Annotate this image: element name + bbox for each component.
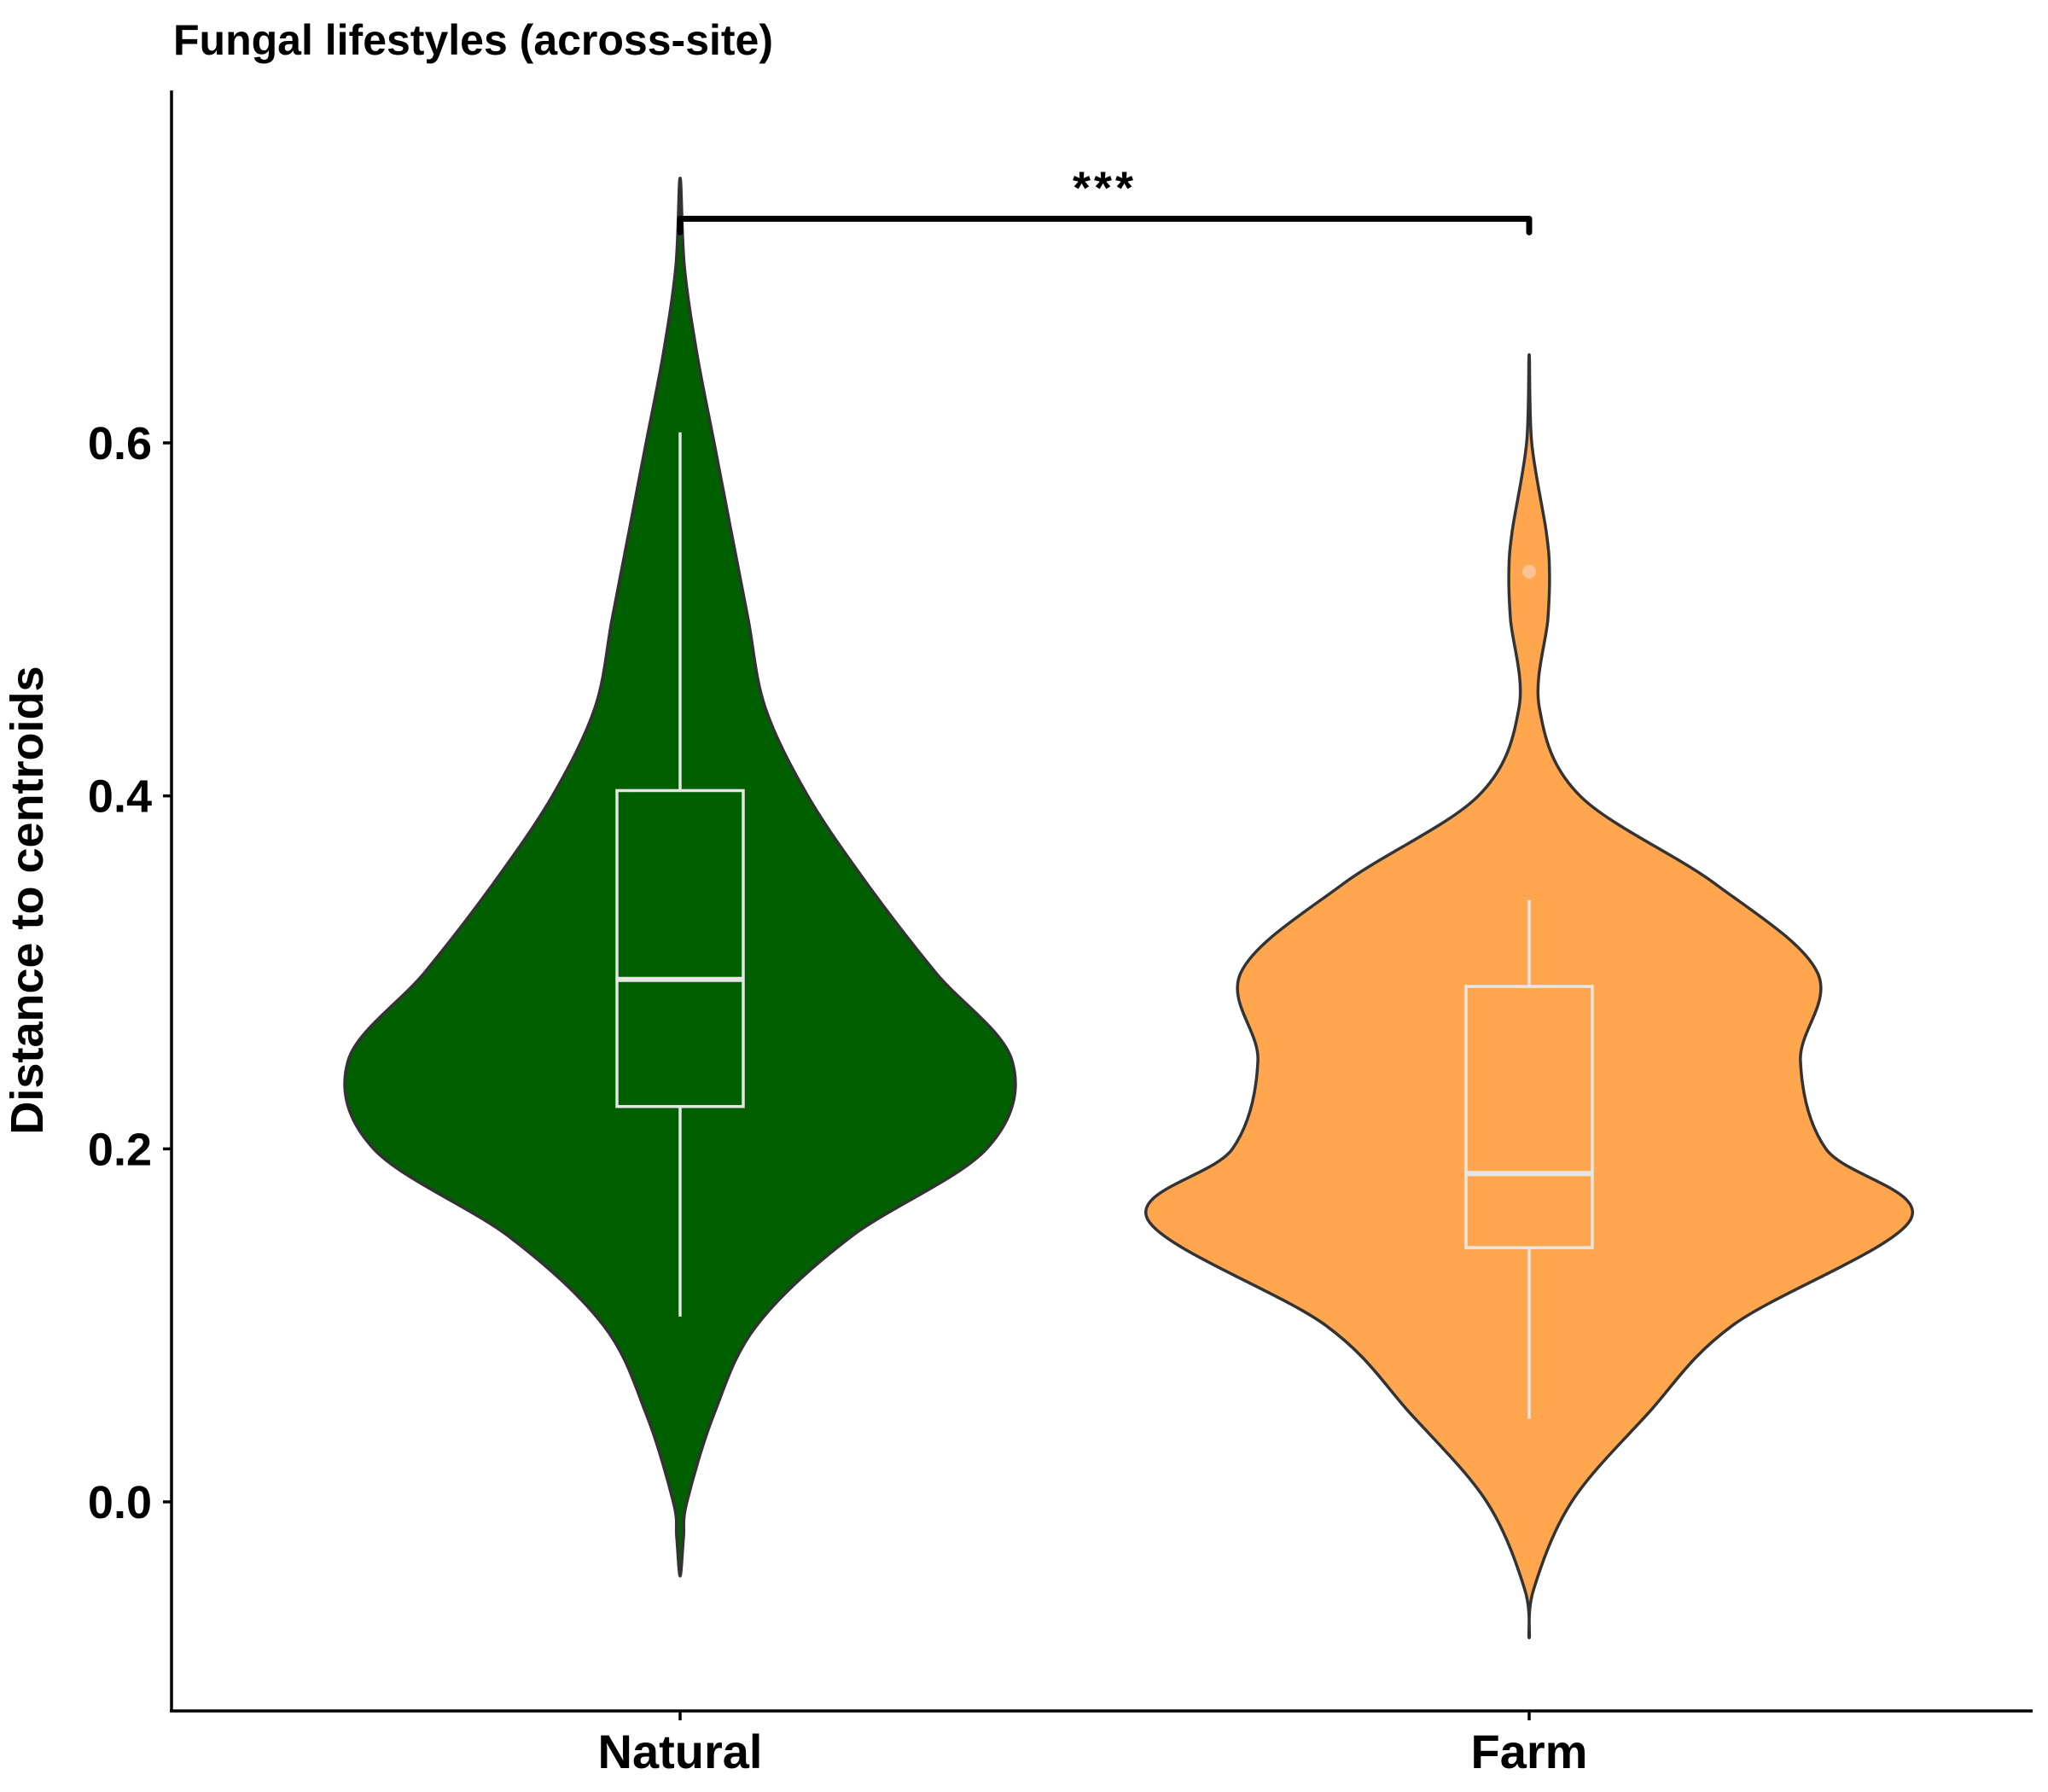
outlier-point [1522, 564, 1536, 579]
violins [343, 177, 1914, 1640]
x-ticks: Natural Farm [598, 1711, 1588, 1778]
y-tick-label: 0.2 [88, 1124, 152, 1175]
y-axis-title: Distance to centroids [2, 666, 53, 1134]
x-tick-label-farm: Farm [1471, 1725, 1588, 1778]
x-tick-label-natural: Natural [598, 1725, 763, 1778]
violin-natural [343, 177, 1017, 1578]
box-farm [1464, 985, 1594, 1249]
axes: 0.0 0.2 0.4 0.6 Natural Farm [88, 90, 2033, 1778]
significance-bracket: *** [677, 162, 1533, 236]
y-tick-label: 0.0 [88, 1477, 152, 1528]
significance-label: *** [1073, 162, 1137, 213]
y-tick-label: 0.4 [88, 771, 152, 823]
plot-area: *** [343, 162, 1914, 1640]
violin-farm [1144, 352, 1914, 1640]
box-natural [615, 788, 745, 1108]
y-ticks: 0.0 0.2 0.4 0.6 [88, 418, 172, 1528]
chart-title: Fungal lifestyles (across-site) [173, 16, 773, 64]
y-tick-label: 0.6 [88, 418, 152, 469]
significance-line [677, 215, 1533, 236]
boxplots [615, 432, 1594, 1419]
outlier-points [1522, 564, 1536, 579]
